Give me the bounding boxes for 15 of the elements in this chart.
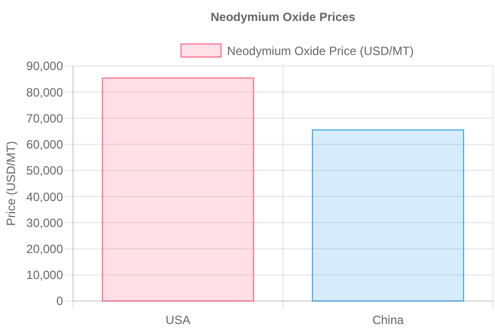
y-tick-label: 20,000 — [26, 242, 64, 256]
y-tick-label: 0 — [56, 294, 64, 308]
y-tick-label: 30,000 — [26, 216, 64, 230]
y-tick-label: 90,000 — [26, 59, 64, 74]
y-tick-label: 10,000 — [26, 268, 64, 282]
y-tick-label: 80,000 — [26, 85, 64, 100]
y-tick-label: 40,000 — [26, 190, 64, 204]
y-tick-label: 70,000 — [26, 111, 64, 126]
y-tick-label: 60,000 — [26, 138, 64, 152]
y-tick-label: 50,000 — [26, 164, 64, 178]
x-tick-label: USA — [166, 313, 190, 327]
chart-title: Neodymium Oxide Prices — [210, 10, 356, 24]
legend-label: Neodymium Oxide Price (USD/MT) — [227, 44, 414, 58]
x-tick-label: China — [372, 313, 404, 327]
y-axis-title: Price (USD/MT) — [4, 141, 18, 226]
